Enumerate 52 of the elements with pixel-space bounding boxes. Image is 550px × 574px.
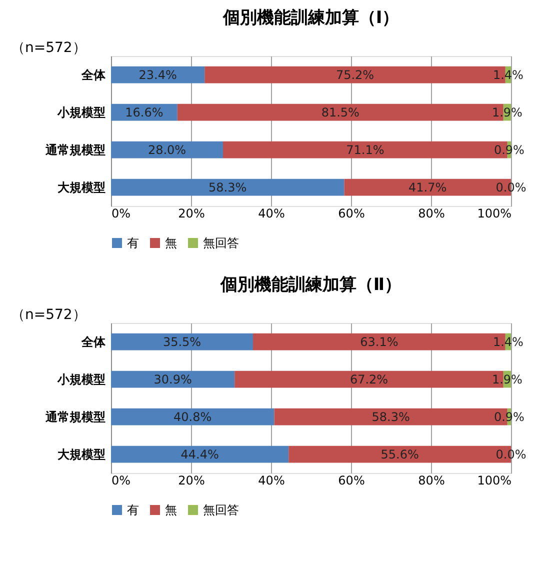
legend-label: 有 xyxy=(127,503,139,517)
legend-label: 無回答 xyxy=(203,503,239,517)
chart-title: 個別機能訓練加算（Ⅰ） xyxy=(222,8,400,28)
legend-label: 無 xyxy=(165,503,177,517)
data-label: 16.6% xyxy=(125,105,164,120)
data-label: 63.1% xyxy=(360,334,398,349)
y-tick-label: 全体 xyxy=(80,334,106,349)
x-tick-label: 80% xyxy=(418,474,445,488)
data-label: 1.4% xyxy=(492,68,524,82)
data-label: 55.6% xyxy=(380,447,419,462)
y-tick-label: 全体 xyxy=(80,68,106,82)
y-tick-label: 大規模型 xyxy=(58,180,106,194)
text: （n=572） xyxy=(11,307,86,323)
legend-label: 有 xyxy=(127,236,139,250)
x-tick-label: 100% xyxy=(477,206,512,220)
x-tick-label: 20% xyxy=(178,474,205,488)
legend-label: 無 xyxy=(165,236,177,250)
data-label: 35.5% xyxy=(162,334,202,349)
y-tick-label: 大規模型 xyxy=(58,447,106,462)
data-label: 75.2% xyxy=(336,68,374,82)
data-label: 1.4% xyxy=(492,334,524,349)
data-label: 71.1% xyxy=(346,142,384,157)
x-tick-label: 0% xyxy=(112,206,131,220)
x-tick-label: 80% xyxy=(418,206,445,220)
x-tick-label: 100% xyxy=(477,474,512,488)
data-label: 0.9% xyxy=(494,142,524,157)
data-label: 67.2% xyxy=(350,372,388,386)
x-tick-label: 60% xyxy=(338,206,365,220)
legend-label: 無回答 xyxy=(203,236,239,250)
chart-title: 個別機能訓練加算（Ⅱ） xyxy=(219,275,402,295)
text: （n=572） xyxy=(11,40,86,56)
data-label: 81.5% xyxy=(321,105,360,120)
x-tick-label: 0% xyxy=(112,474,131,488)
data-label: 1.9% xyxy=(492,105,522,120)
x-tick-label: 40% xyxy=(258,206,285,220)
data-label: 41.7% xyxy=(408,180,447,194)
x-tick-label: 20% xyxy=(178,206,205,220)
x-tick-label: 40% xyxy=(258,474,285,488)
data-label: 0.9% xyxy=(494,410,524,424)
data-label: 1.9% xyxy=(492,372,522,386)
data-label: 30.9% xyxy=(154,372,192,386)
y-tick-label: 通常規模型 xyxy=(44,142,106,157)
data-label: 44.4% xyxy=(180,447,219,462)
data-label: 40.8% xyxy=(174,410,212,424)
y-tick-label: 小規模型 xyxy=(56,372,106,386)
x-tick-label: 60% xyxy=(338,474,365,488)
data-label: 28.0% xyxy=(148,142,186,157)
data-label: 58.3% xyxy=(372,410,410,424)
y-tick-label: 小規模型 xyxy=(56,105,106,120)
data-label: 23.4% xyxy=(138,68,177,82)
data-label: 58.3% xyxy=(208,180,247,194)
y-tick-label: 通常規模型 xyxy=(44,410,106,424)
